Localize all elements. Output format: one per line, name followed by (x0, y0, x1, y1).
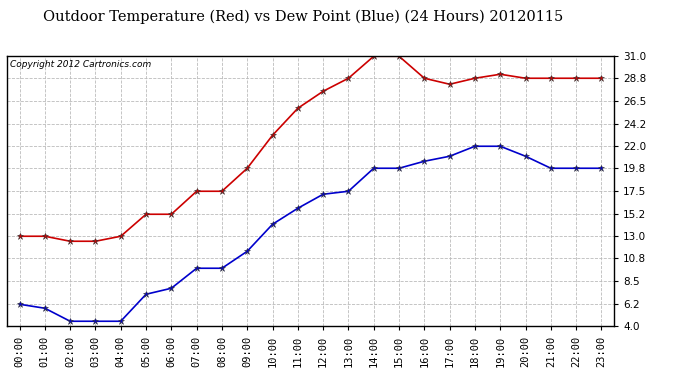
Text: Outdoor Temperature (Red) vs Dew Point (Blue) (24 Hours) 20120115: Outdoor Temperature (Red) vs Dew Point (… (43, 9, 564, 24)
Text: Copyright 2012 Cartronics.com: Copyright 2012 Cartronics.com (10, 60, 151, 69)
